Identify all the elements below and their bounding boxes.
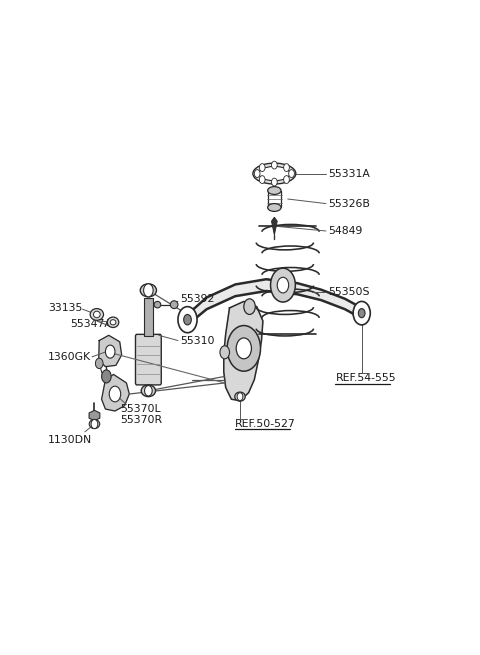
Circle shape: [271, 268, 295, 302]
Circle shape: [91, 419, 98, 428]
Circle shape: [284, 176, 289, 183]
Ellipse shape: [141, 385, 156, 397]
Circle shape: [353, 301, 370, 325]
Text: 33135: 33135: [48, 303, 83, 313]
Ellipse shape: [89, 419, 100, 428]
Ellipse shape: [154, 301, 161, 308]
Circle shape: [359, 309, 365, 318]
Text: 1130DN: 1130DN: [48, 435, 93, 445]
Circle shape: [244, 299, 255, 314]
Circle shape: [284, 164, 289, 172]
Text: 55370L: 55370L: [120, 404, 160, 414]
Circle shape: [272, 178, 277, 186]
Circle shape: [227, 326, 261, 371]
Ellipse shape: [140, 284, 156, 297]
Ellipse shape: [235, 392, 245, 402]
Bar: [144, 298, 153, 336]
Circle shape: [96, 358, 103, 369]
Circle shape: [106, 345, 115, 358]
Circle shape: [259, 176, 265, 183]
FancyBboxPatch shape: [135, 334, 161, 385]
Text: 55331A: 55331A: [328, 168, 370, 179]
Ellipse shape: [94, 311, 100, 318]
Ellipse shape: [268, 187, 281, 195]
Text: REF.54-555: REF.54-555: [336, 373, 396, 383]
Ellipse shape: [90, 309, 104, 320]
Circle shape: [277, 277, 288, 293]
Circle shape: [178, 307, 197, 333]
Circle shape: [184, 314, 192, 325]
Circle shape: [272, 161, 277, 169]
Circle shape: [109, 386, 120, 402]
Text: 55392: 55392: [180, 295, 215, 305]
Polygon shape: [99, 335, 121, 367]
Circle shape: [220, 346, 229, 359]
Ellipse shape: [170, 301, 178, 309]
Ellipse shape: [108, 317, 119, 328]
Ellipse shape: [110, 320, 116, 325]
Ellipse shape: [259, 166, 290, 181]
Polygon shape: [89, 410, 100, 421]
Polygon shape: [102, 375, 129, 411]
Text: REF.50-527: REF.50-527: [235, 419, 296, 429]
Circle shape: [259, 164, 265, 172]
Circle shape: [144, 386, 152, 396]
Text: 55350S: 55350S: [328, 287, 370, 297]
Circle shape: [254, 170, 260, 178]
Circle shape: [288, 170, 294, 178]
Text: 54849: 54849: [328, 226, 363, 236]
Circle shape: [236, 338, 252, 359]
Polygon shape: [224, 301, 263, 401]
Ellipse shape: [268, 204, 281, 212]
Ellipse shape: [253, 163, 296, 184]
Text: 55326B: 55326B: [328, 198, 370, 208]
Circle shape: [144, 284, 153, 297]
Polygon shape: [272, 217, 277, 235]
Text: 55370R: 55370R: [120, 415, 162, 425]
Circle shape: [102, 370, 111, 383]
Text: 55347A: 55347A: [71, 318, 112, 329]
Text: 1360GK: 1360GK: [48, 352, 91, 362]
Text: 55310: 55310: [180, 335, 215, 346]
Circle shape: [237, 393, 243, 401]
